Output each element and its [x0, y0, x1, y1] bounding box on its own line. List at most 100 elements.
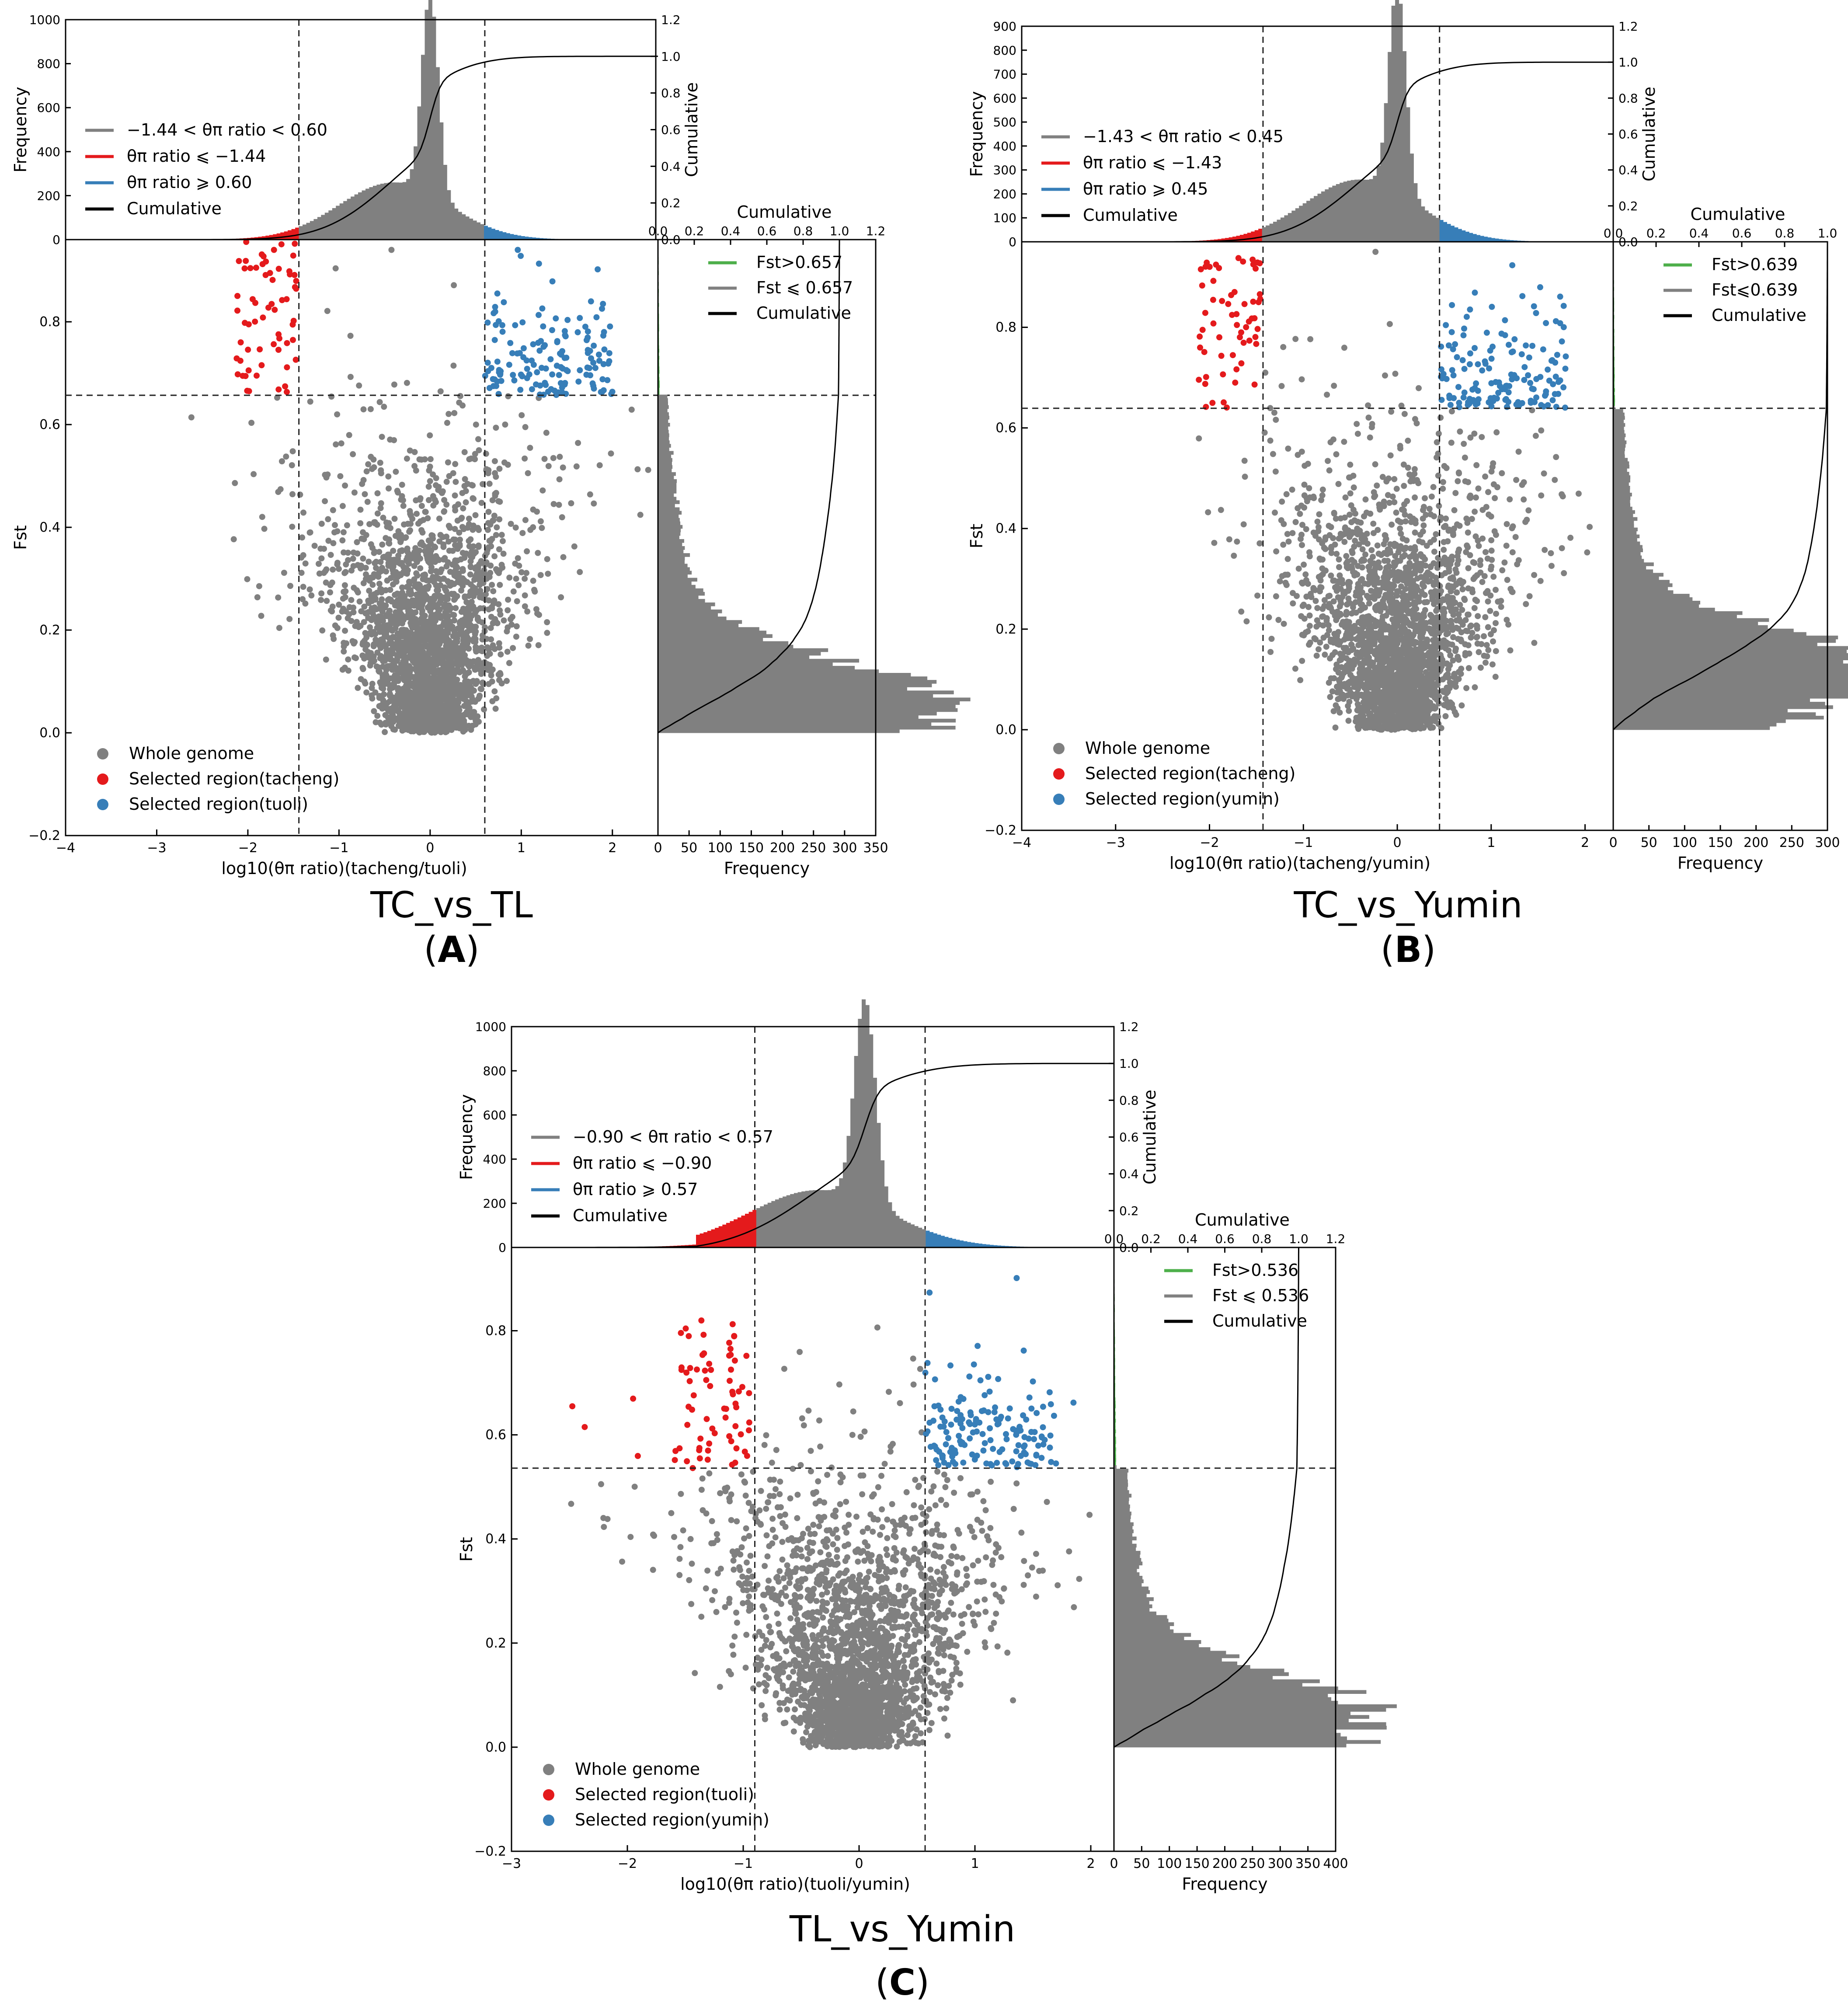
- scatter-point: [439, 657, 445, 663]
- scatter-point: [334, 625, 341, 631]
- scatter-point: [464, 481, 471, 487]
- scatter-point: [1270, 451, 1276, 457]
- x-tick-label: 50: [681, 840, 697, 856]
- scatter-point: [522, 455, 528, 462]
- scatter-point: [413, 702, 420, 709]
- scatter-point: [402, 570, 409, 576]
- selected-point-high: [599, 306, 605, 312]
- scatter-point: [330, 566, 336, 573]
- scatter-point: [390, 709, 396, 715]
- scatter-point: [401, 521, 407, 528]
- scatter-point: [1238, 608, 1245, 615]
- scatter-point: [327, 582, 334, 589]
- hist-bar: [658, 394, 668, 399]
- scatter-point: [1307, 336, 1314, 342]
- scatter-point: [488, 672, 494, 679]
- scatter-point: [367, 624, 373, 631]
- scatter-point: [539, 525, 545, 531]
- scatter-point: [432, 644, 439, 651]
- scatter-point: [390, 547, 397, 554]
- selected-point-high: [540, 344, 547, 350]
- scatter-point: [360, 477, 367, 483]
- scatter-point: [451, 410, 458, 416]
- scatter-point: [451, 612, 457, 618]
- scatter-point: [387, 656, 393, 662]
- side-hist-frame: [657, 239, 877, 836]
- scatter-point: [1298, 449, 1305, 455]
- scatter-point: [1422, 495, 1428, 502]
- scatter-point: [462, 476, 468, 482]
- scatter-point: [1368, 547, 1375, 554]
- x-tick-label: 0: [654, 840, 662, 856]
- hist-bar: [480, 224, 484, 240]
- hist-bar: [658, 511, 682, 515]
- scatter-point: [370, 456, 377, 463]
- hist-bar: [465, 216, 470, 240]
- scatter-point: [1479, 507, 1486, 513]
- hist-bar: [658, 472, 676, 476]
- scatter-point: [445, 668, 452, 674]
- scatter-point: [1435, 721, 1442, 727]
- selected-point-high: [590, 383, 597, 389]
- scatter-point: [374, 510, 381, 517]
- scatter-point: [479, 648, 485, 655]
- scatter-point: [482, 373, 488, 379]
- scatter-point: [434, 711, 440, 718]
- scatter-point: [256, 583, 262, 589]
- scatter-point: [334, 411, 341, 418]
- selected-point-high: [536, 312, 542, 318]
- scatter-point: [451, 591, 457, 597]
- scatter-point: [1359, 564, 1365, 571]
- paren-open: (: [424, 929, 438, 971]
- scatter-point: [383, 612, 390, 619]
- scatter-point: [436, 706, 443, 713]
- scatter-point: [450, 721, 456, 728]
- hist-bar: [658, 648, 828, 652]
- scatter-point: [327, 589, 333, 596]
- scatter-point: [440, 543, 447, 550]
- top-hist-right-label: Cumulative: [682, 82, 701, 177]
- paren-close: ): [466, 929, 480, 971]
- selected-point-low: [265, 304, 271, 311]
- selected-point-high: [609, 389, 616, 395]
- hist-bar: [658, 624, 739, 627]
- scatter-point: [436, 600, 442, 607]
- scatter-point: [488, 604, 495, 610]
- scatter-point: [1301, 602, 1307, 608]
- selected-point-high: [519, 373, 526, 380]
- scatter-point: [421, 652, 427, 659]
- scatter-point: [516, 562, 522, 569]
- scatter-point: [424, 554, 431, 561]
- hist-bar: [658, 613, 718, 617]
- scatter-point: [530, 578, 536, 584]
- scatter-point: [244, 576, 251, 582]
- scatter-point: [1584, 549, 1590, 556]
- scatter-point: [1485, 624, 1491, 631]
- selected-point-high: [499, 328, 506, 335]
- scatter-point: [1450, 634, 1456, 641]
- hist-bar: [658, 451, 674, 455]
- scatter-point: [504, 678, 510, 684]
- scatter-point: [376, 549, 383, 555]
- selected-point-low: [245, 321, 252, 327]
- selected-point-high: [514, 350, 521, 357]
- selected-point-high: [558, 352, 564, 358]
- hist-bar: [276, 233, 281, 240]
- scatter-point: [414, 672, 420, 679]
- hist-bar: [658, 599, 705, 603]
- scatter-point: [465, 682, 472, 688]
- hist-bar: [265, 235, 270, 240]
- scatter-point: [369, 685, 375, 691]
- scatter-point: [1455, 611, 1462, 617]
- scatter-point: [493, 474, 499, 480]
- scatter-point: [400, 502, 407, 509]
- scatter-point: [437, 388, 444, 394]
- scatter-point: [1285, 446, 1291, 452]
- hist-bar: [658, 465, 673, 469]
- scatter-point: [369, 695, 376, 702]
- scatter-point: [387, 587, 393, 593]
- scatter-point: [464, 670, 471, 676]
- scatter-point: [645, 467, 651, 473]
- scatter-point: [453, 690, 460, 696]
- scatter-point: [382, 670, 389, 677]
